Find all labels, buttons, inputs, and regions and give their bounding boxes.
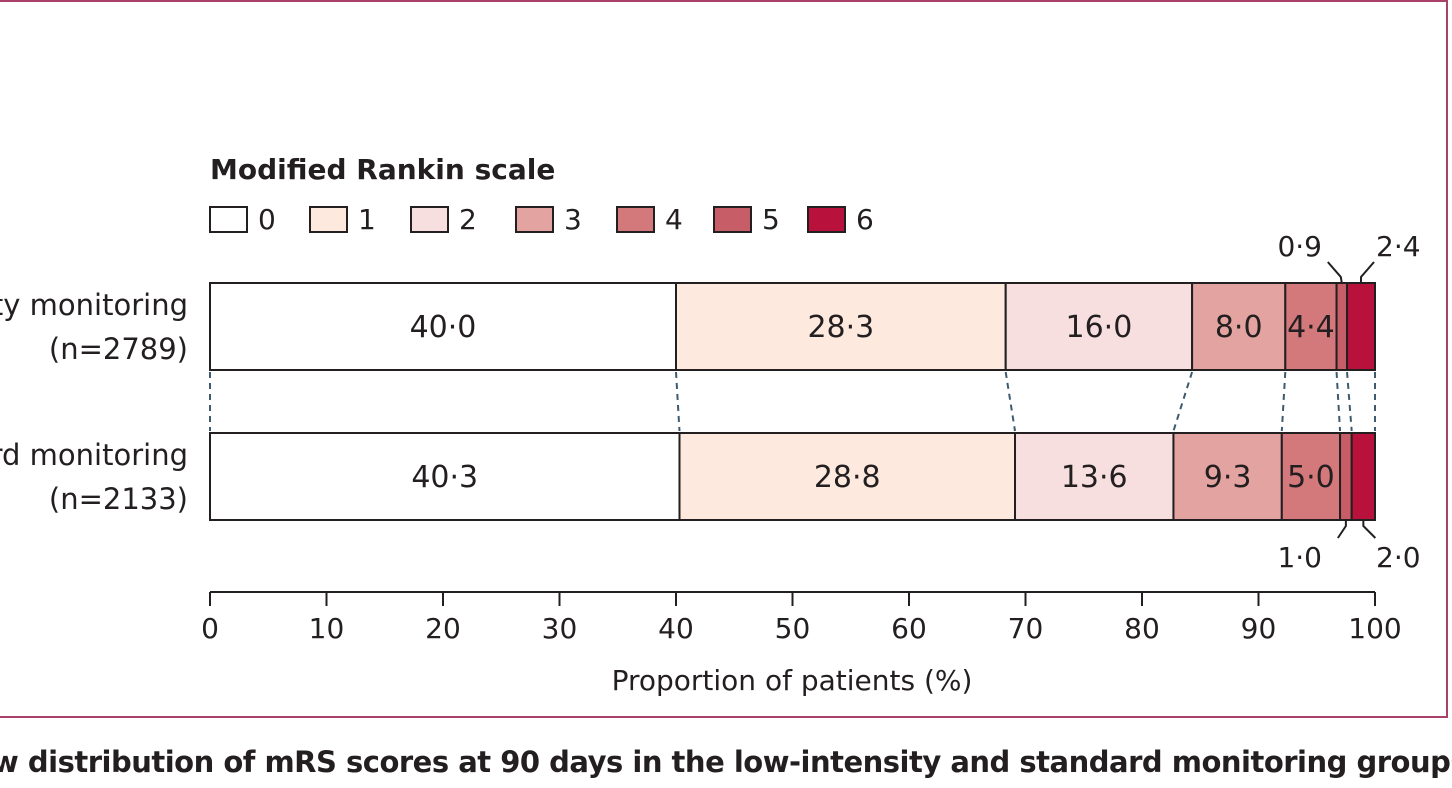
data-label-0-3: 8·0 — [1215, 310, 1263, 345]
category-label-1-line-1: (n=2133) — [49, 482, 188, 516]
bar-outline-0 — [209, 282, 1376, 371]
data-label-1-3: 9·3 — [1204, 460, 1252, 495]
category-label-1-line-0: rd monitoring — [0, 438, 188, 472]
x-tick-label-40: 40 — [658, 612, 694, 645]
bars: 40·0 28·3 16·0 8·0 4·4 40·3 28·8 13·6 9·3 5·0 0·9 2… — [209, 230, 1421, 574]
segment-connectors — [209, 371, 1376, 432]
legend-label-4: 4 — [665, 203, 683, 236]
x-axis-label: Proportion of patients (%) — [612, 664, 973, 697]
x-tick-label-100: 100 — [1348, 612, 1401, 645]
legend-label-6: 6 — [856, 203, 874, 236]
figure-caption: w distribution of mRS scores at 90 days … — [0, 745, 1452, 779]
x-tick-label-30: 30 — [542, 612, 578, 645]
legend-label-0: 0 — [258, 203, 276, 236]
leader-line-1-6 — [1362, 520, 1377, 539]
data-label-0-1: 28·3 — [807, 310, 874, 345]
data-label-0-4: 4·4 — [1287, 310, 1335, 345]
connector-2 — [1004, 371, 1017, 432]
figure-frame — [0, 0, 1448, 718]
connector-6 — [1346, 371, 1353, 432]
x-tick-label-10: 10 — [309, 612, 345, 645]
legend-swatch-4 — [616, 206, 655, 233]
bar-segment-1-6 — [1350, 432, 1376, 521]
legend-swatch-1 — [309, 206, 348, 233]
x-tick-label-80: 80 — [1124, 612, 1160, 645]
legend-swatch-5 — [713, 206, 752, 233]
data-label-1-5: 1·0 — [1277, 541, 1322, 574]
x-tick-label-20: 20 — [425, 612, 461, 645]
x-tick-label-90: 90 — [1241, 612, 1277, 645]
data-label-1-4: 5·0 — [1287, 460, 1335, 495]
data-label-0-6: 2·4 — [1376, 230, 1421, 263]
x-tick-label-70: 70 — [1008, 612, 1044, 645]
leader-line-1-5 — [1337, 520, 1347, 539]
x-tick-label-50: 50 — [775, 612, 811, 645]
bar-segment-0-5 — [1335, 282, 1349, 371]
category-label-0-line-1: (n=2789) — [49, 332, 188, 366]
connector-3 — [1172, 371, 1194, 432]
category-label-0-line-0: ity monitoring — [0, 288, 188, 322]
legend-swatch-3 — [515, 206, 554, 233]
legend: 0 1 2 3 4 5 6 — [209, 203, 874, 236]
connector-1 — [675, 371, 681, 432]
legend-label-2: 2 — [459, 203, 477, 236]
bar-segment-1-5 — [1339, 432, 1353, 521]
leader-line-0-5 — [1327, 261, 1343, 284]
legend-swatch-0 — [209, 206, 248, 233]
category-labels: ity monitoring (n=2789) rd monitoring (n=21… — [0, 288, 188, 516]
x-tick-label-60: 60 — [891, 612, 927, 645]
legend-label-1: 1 — [358, 203, 376, 236]
data-label-0-2: 16·0 — [1065, 310, 1132, 345]
legend-title: Modified Rankin scale — [210, 153, 555, 186]
connector-5 — [1335, 371, 1342, 432]
legend-swatch-6 — [807, 206, 846, 233]
data-label-1-1: 28·8 — [814, 460, 881, 495]
data-label-1-0: 40·3 — [411, 460, 478, 495]
legend-label-3: 3 — [564, 203, 582, 236]
data-label-1-6: 2·0 — [1376, 541, 1421, 574]
bar-outline-1 — [209, 432, 1376, 521]
bar-segment-1-1 — [678, 432, 1017, 521]
connector-4 — [1280, 371, 1287, 432]
x-tick-label-0: 0 — [201, 612, 219, 645]
bar-segment-1-0 — [209, 432, 681, 521]
leader-line-0-6 — [1360, 261, 1375, 283]
data-label-0-0: 40·0 — [410, 310, 477, 345]
data-label-0-5: 0·9 — [1277, 230, 1322, 263]
legend-swatch-2 — [410, 206, 449, 233]
bar-segment-0-6 — [1346, 282, 1377, 371]
bar-segment-0-1 — [675, 282, 1007, 371]
x-axis: 0 10 20 30 40 50 60 70 80 90 100 — [201, 591, 1402, 645]
legend-label-5: 5 — [762, 203, 780, 236]
data-label-1-2: 13·6 — [1061, 460, 1128, 495]
